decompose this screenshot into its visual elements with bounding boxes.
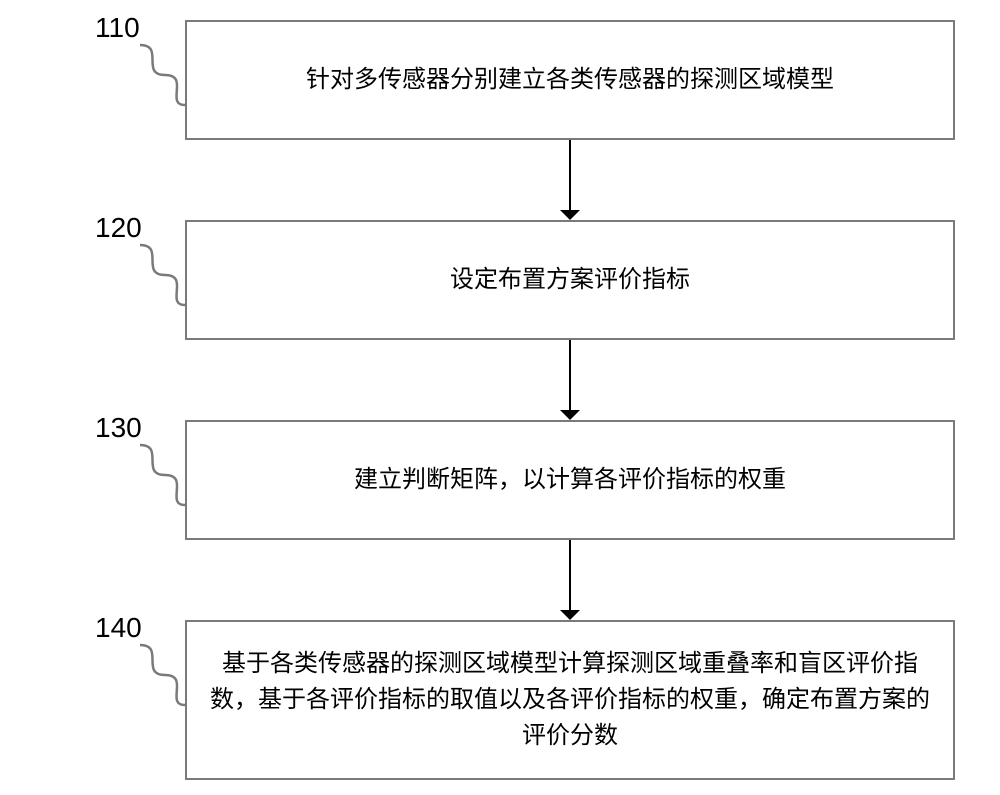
step-text: 基于各类传感器的探测区域模型计算探测区域重叠率和盲区评价指数，基于各评价指标的取…	[207, 646, 933, 754]
step-number-label-110: 110	[95, 12, 140, 44]
arrow-120-130	[569, 340, 571, 410]
flowchart-canvas: 针对多传感器分别建立各类传感器的探测区域模型110设定布置方案评价指标120建立…	[0, 0, 1000, 795]
flowchart-step-130: 建立判断矩阵，以计算各评价指标的权重	[185, 420, 955, 540]
squiggle-connector	[135, 440, 190, 510]
squiggle-connector	[135, 240, 190, 310]
flowchart-step-110: 针对多传感器分别建立各类传感器的探测区域模型	[185, 20, 955, 140]
arrow-130-140	[569, 540, 571, 610]
arrow-110-120	[569, 140, 571, 210]
step-text: 针对多传感器分别建立各类传感器的探测区域模型	[306, 62, 834, 98]
arrow-head-icon	[560, 210, 580, 220]
step-text: 设定布置方案评价指标	[450, 262, 690, 298]
squiggle-connector	[135, 40, 190, 110]
arrow-head-icon	[560, 610, 580, 620]
squiggle-connector	[135, 640, 190, 710]
flowchart-step-120: 设定布置方案评价指标	[185, 220, 955, 340]
arrow-head-icon	[560, 410, 580, 420]
flowchart-step-140: 基于各类传感器的探测区域模型计算探测区域重叠率和盲区评价指数，基于各评价指标的取…	[185, 620, 955, 780]
step-text: 建立判断矩阵，以计算各评价指标的权重	[354, 462, 786, 498]
